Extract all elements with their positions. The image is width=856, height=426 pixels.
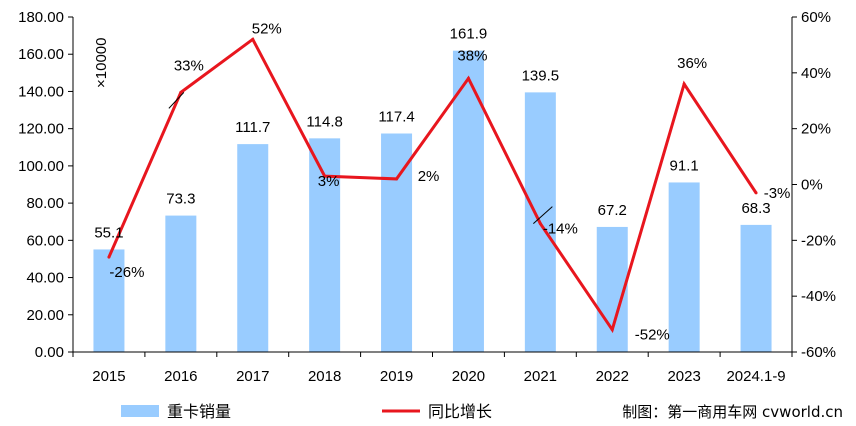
line-data-label: -26% (109, 264, 144, 281)
growth-point (179, 90, 183, 94)
left-tick-label: 20.00 (26, 307, 64, 324)
bar-data-label: 68.3 (741, 200, 770, 217)
line-data-label: 52% (252, 20, 282, 37)
line-data-label: -14% (543, 221, 578, 238)
x-axis-ticks: 2015 2016 2017 2018 2019 2020 2021 2022 2023 2024… (72, 352, 793, 385)
bar (309, 138, 341, 352)
line-label-leader (168, 92, 185, 109)
growth-point (538, 222, 542, 226)
bar (740, 224, 772, 352)
line-data-label: 2% (418, 168, 440, 185)
right-tick-label: 20% (801, 121, 831, 138)
bar (668, 182, 700, 352)
bar (165, 215, 197, 352)
growth-point (682, 82, 686, 86)
right-axis-ticks: -60% -40% -20% 0% 20% 40% 60% (792, 9, 836, 361)
y-axis-unit-label: ×10000 (93, 38, 110, 88)
bar-data-label: 161.9 (450, 26, 488, 43)
growth-point (323, 174, 327, 178)
bar-data-label: 73.3 (166, 191, 195, 208)
line-data-label: -3% (764, 185, 791, 202)
line-data-labels: -26% 33% 52% 3% 2% 38% -14% -52% 36% -3% (109, 20, 790, 343)
left-tick-label: 80.00 (26, 195, 64, 212)
left-tick-label: 100.00 (18, 158, 64, 175)
right-tick-label: 60% (801, 9, 831, 26)
line-data-label: 3% (318, 173, 340, 190)
left-tick-label: 160.00 (18, 46, 64, 63)
legend-label-bars: 重卡销量 (167, 402, 231, 421)
right-tick-label: 40% (801, 65, 831, 82)
right-tick-label: -60% (801, 344, 836, 361)
line-data-label: 33% (174, 57, 204, 74)
bar (93, 249, 125, 352)
bar-data-labels: 55.1 73.3 111.7 114.8 117.4 161.9 139.5 67.2 91.… (94, 26, 770, 242)
left-tick-label: 140.00 (18, 83, 64, 100)
left-tick-label: 40.00 (26, 270, 64, 287)
right-tick-label: -20% (801, 232, 836, 249)
line-label-leader (533, 206, 553, 224)
x-tick-label: 2016 (164, 368, 197, 385)
left-axis-ticks: 0.00 20.00 40.00 60.00 80.00 100.00 120.00 140.… (18, 9, 73, 361)
line-layer (107, 37, 758, 334)
legend-swatch-bars (121, 405, 159, 417)
growth-line (107, 37, 758, 334)
x-tick-label: 2023 (667, 368, 700, 385)
legend-label-line: 同比增长 (428, 402, 492, 421)
bar-data-label: 117.4 (378, 109, 414, 126)
x-tick-label: 2017 (236, 368, 269, 385)
left-tick-label: 180.00 (18, 9, 64, 26)
right-tick-label: 0% (801, 177, 823, 194)
x-tick-label: 2018 (308, 368, 341, 385)
line-data-label: -52% (635, 327, 670, 344)
bar-data-label: 91.1 (670, 157, 699, 174)
bar-data-label: 55.1 (94, 224, 123, 241)
legend: 重卡销量 同比增长 (121, 402, 492, 421)
x-tick-label: 2019 (380, 368, 413, 385)
left-tick-label: 120.00 (18, 121, 64, 138)
bar (381, 133, 413, 352)
right-tick-label: -40% (801, 288, 836, 305)
x-tick-label: 2022 (596, 368, 629, 385)
left-tick-label: 0.00 (35, 344, 64, 361)
line-data-label: 38% (457, 47, 487, 64)
growth-point (395, 177, 399, 181)
x-tick-label: 2021 (524, 368, 557, 385)
growth-point (251, 37, 255, 41)
growth-point (610, 328, 614, 332)
left-tick-label: 60.00 (26, 232, 64, 249)
x-tick-label: 2020 (452, 368, 485, 385)
bar (237, 144, 269, 352)
line-data-label: 36% (677, 55, 707, 72)
x-tick-label: 2024.1-9 (726, 368, 785, 385)
bar-data-label: 111.7 (235, 119, 270, 136)
x-tick-label: 2015 (92, 368, 125, 385)
bar-data-label: 139.5 (522, 67, 560, 84)
bar-data-label: 114.8 (306, 113, 342, 130)
credit-text: 制图：第一商用车网 cvworld.cn (622, 403, 843, 421)
growth-point (754, 191, 758, 195)
bar-data-label: 67.2 (598, 202, 627, 219)
growth-point (466, 76, 470, 80)
growth-point (107, 255, 111, 259)
